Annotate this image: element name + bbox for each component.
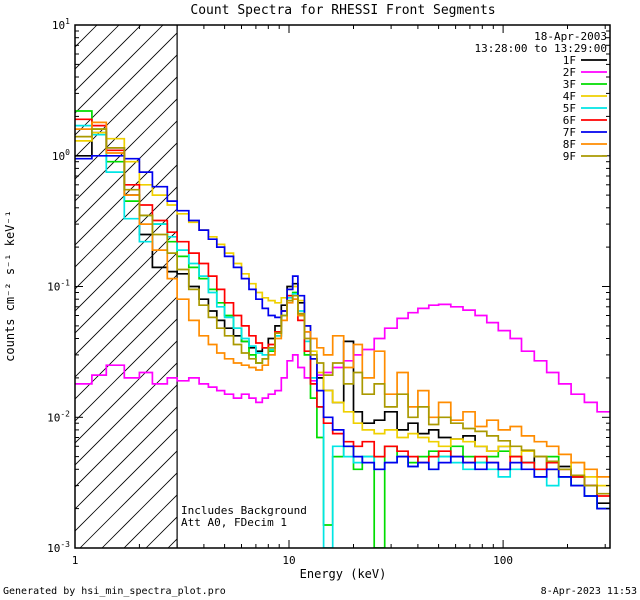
legend-label-1F: 1F <box>563 54 576 67</box>
footer-timestamp: 8-Apr-2023 11:53 <box>541 586 637 597</box>
note-attenuator-state: Att A0, FDecim 1 <box>181 516 287 529</box>
series-lines <box>75 110 610 548</box>
chart-title: Count Spectra for RHESSI Front Segments <box>190 3 495 18</box>
x-tick-label: 100 <box>493 554 513 567</box>
x-tick-label: 1 <box>72 554 79 567</box>
x-axis-label: Energy (keV) <box>300 567 387 581</box>
y-tick-label: 10-1 <box>47 279 70 294</box>
obs-time-range: 13:28:00 to 13:29:00 <box>475 42 607 55</box>
series-line-3F <box>75 110 610 548</box>
series-line-7F <box>75 154 610 510</box>
legend-label-8F: 8F <box>563 138 576 151</box>
legend-label-9F: 9F <box>563 150 576 163</box>
y-axis-label: counts cm⁻² s⁻¹ keV⁻¹ <box>3 210 17 362</box>
legend-label-5F: 5F <box>563 102 576 115</box>
series-line-6F <box>75 118 610 497</box>
series-line-8F <box>75 121 610 478</box>
hatched-attenuated-region <box>75 25 178 548</box>
legend-label-6F: 6F <box>563 114 576 127</box>
note-includes-background: Includes Background <box>181 504 307 517</box>
series-line-4F <box>75 131 610 487</box>
y-tick-label: 100 <box>52 148 70 163</box>
legend-label-3F: 3F <box>563 78 576 91</box>
x-tick-label: 10 <box>282 554 295 567</box>
legend-label-7F: 7F <box>563 126 576 139</box>
hatch-lines <box>75 25 178 548</box>
plot-axes: 1 10 100 10-3 10-2 10-1 100 101 <box>47 17 611 567</box>
legend-label-2F: 2F <box>563 66 576 79</box>
legend-label-4F: 4F <box>563 90 576 103</box>
series-line-1F <box>75 131 610 505</box>
y-tick-label: 10-2 <box>47 409 70 424</box>
y-tick-label: 10-3 <box>47 540 70 555</box>
series-line-2F <box>75 303 610 413</box>
obs-date: 18-Apr-2003 <box>534 30 607 43</box>
footer-generator: Generated by hsi_min_spectra_plot.pro <box>3 586 226 597</box>
y-tick-label: 101 <box>52 17 70 32</box>
series-line-9F <box>75 128 610 495</box>
series-line-5F <box>75 124 610 548</box>
